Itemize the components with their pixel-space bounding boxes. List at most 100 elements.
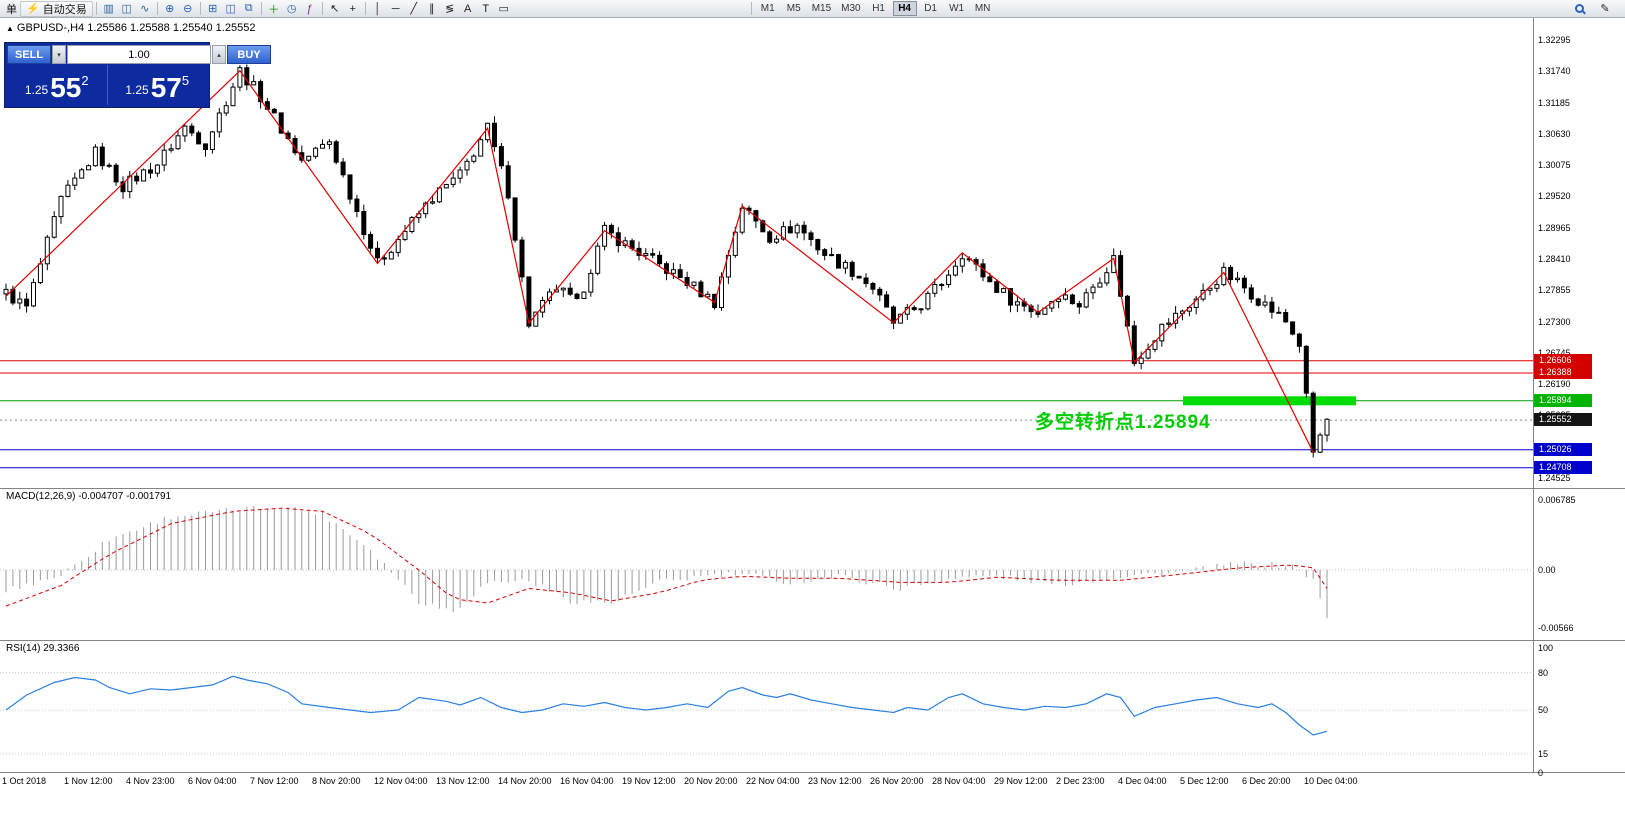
rsi-axis-tick: 80 bbox=[1538, 668, 1549, 678]
price-level-label: 1.26606 bbox=[1534, 354, 1592, 367]
bid-prefix: 1.25 bbox=[24, 83, 49, 97]
time-axis-label: 10 Dec 04:00 bbox=[1304, 776, 1358, 786]
time-axis-label: 2 Dec 23:00 bbox=[1056, 776, 1105, 786]
cascade-windows-icon[interactable]: ⧉ bbox=[244, 2, 253, 14]
time-axis-label: 6 Nov 04:00 bbox=[188, 776, 237, 786]
turning-point-annotation: 多空转折点1.25894 bbox=[1035, 412, 1211, 433]
timeframe-M30[interactable]: M30 bbox=[841, 3, 861, 14]
grid-icon[interactable]: ⊞ bbox=[208, 3, 218, 15]
time-axis-label: 28 Nov 04:00 bbox=[932, 776, 986, 786]
bid-pipette: 2 bbox=[81, 73, 89, 88]
text-icon[interactable]: A bbox=[464, 2, 472, 15]
search-icon[interactable] bbox=[1570, 1, 1588, 17]
time-axis-label: 14 Nov 20:00 bbox=[498, 776, 552, 786]
indicators-icon[interactable]: ƒ bbox=[306, 2, 313, 15]
macd-axis-tick: -0.00566 bbox=[1538, 623, 1574, 633]
symbol-ohlc-header: ▲ GBPUSD-,H4 1.25586 1.25588 1.25540 1.25… bbox=[6, 22, 255, 34]
timeframe-M5[interactable]: M5 bbox=[786, 3, 801, 14]
fibonacci-icon[interactable]: ≶ bbox=[445, 3, 455, 15]
macd-axis-tick: 0.006785 bbox=[1538, 495, 1576, 505]
price-axis-tick: 1.31185 bbox=[1538, 98, 1570, 108]
symbol-icon: ▲ bbox=[6, 24, 14, 33]
price-axis-tick: 1.29520 bbox=[1538, 191, 1571, 201]
time-axis-label: 4 Dec 04:00 bbox=[1118, 776, 1167, 786]
price-level-label: 1.25552 bbox=[1534, 413, 1592, 426]
time-axis-label: 5 Dec 12:00 bbox=[1180, 776, 1229, 786]
one-click-trade-panel: SELL ▾ ▴ BUY 1.25 55 2 1.25 57 5 bbox=[4, 42, 271, 108]
time-axis-label: 26 Nov 20:00 bbox=[870, 776, 924, 786]
crosshair-icon[interactable]: + bbox=[349, 2, 356, 15]
price-divider bbox=[106, 65, 108, 105]
channel-icon[interactable]: ∥ bbox=[428, 3, 435, 15]
time-axis-label: 6 Dec 20:00 bbox=[1242, 776, 1291, 786]
time-axis-label: 12 Nov 04:00 bbox=[374, 776, 428, 786]
shapes-icon[interactable]: ▭ bbox=[498, 3, 509, 15]
time-axis-label: 8 Nov 20:00 bbox=[312, 776, 361, 786]
time-axis-label: 22 Nov 04:00 bbox=[746, 776, 800, 786]
price-axis-tick: 1.26190 bbox=[1538, 379, 1571, 389]
time-axis-label: 29 Nov 12:00 bbox=[994, 776, 1048, 786]
cursor-icon[interactable]: ↖ bbox=[330, 3, 340, 15]
price-axis-tick: 1.30075 bbox=[1538, 160, 1571, 170]
symbol-ohlc-text: GBPUSD-,H4 1.25586 1.25588 1.25540 1.255… bbox=[16, 22, 256, 34]
autotrading-button[interactable]: ⚡ 自动交易 bbox=[20, 0, 93, 17]
rsi-axis-tick: 50 bbox=[1538, 705, 1549, 715]
zoom-in-icon[interactable]: ⊕ bbox=[165, 3, 175, 15]
timeframe-MN[interactable]: MN bbox=[974, 3, 991, 14]
new-chart-icon[interactable]: ＋ bbox=[268, 3, 280, 16]
hline-icon[interactable]: ─ bbox=[391, 2, 400, 15]
timeframe-W1[interactable]: W1 bbox=[949, 3, 965, 14]
bid-pips: 55 bbox=[50, 72, 82, 103]
ask-pipette: 5 bbox=[181, 73, 190, 88]
price-axis-tick: 1.28410 bbox=[1538, 254, 1571, 264]
time-axis-label: 16 Nov 04:00 bbox=[560, 776, 614, 786]
time-axis-label: 23 Nov 12:00 bbox=[808, 776, 862, 786]
price-level-label: 1.25894 bbox=[1534, 394, 1592, 407]
time-axis-label: 20 Nov 20:00 bbox=[684, 776, 738, 786]
timeframe-H1[interactable]: H1 bbox=[872, 3, 885, 14]
timeframe-M1[interactable]: M1 bbox=[760, 3, 775, 14]
ask-pips: 57 bbox=[150, 72, 182, 103]
price-axis-tick: 1.32295 bbox=[1538, 35, 1571, 45]
price-level-label: 1.24708 bbox=[1534, 461, 1592, 474]
toolbar-icons: ▥ ◫ ∿ ⊕ ⊖ ⊞ ◫ ⧉ ＋ ◷ ƒ ↖ + │ ─ ╱ ∥ ≶ A T ▭ bbox=[93, 1, 513, 17]
zoom-out-icon[interactable]: ⊖ bbox=[183, 3, 193, 15]
trendline-icon[interactable]: ╱ bbox=[410, 3, 418, 15]
time-axis-label: 1 Oct 2018 bbox=[2, 776, 47, 786]
timeframe-D1[interactable]: D1 bbox=[924, 3, 937, 14]
candlestick-icon[interactable]: ◫ bbox=[121, 3, 132, 15]
timeframe-M15[interactable]: M15 bbox=[811, 3, 832, 14]
price-axis-tick: 1.31740 bbox=[1538, 66, 1571, 76]
time-axis-label: 4 Nov 23:00 bbox=[126, 776, 175, 786]
time-axis-label: 19 Nov 12:00 bbox=[622, 776, 676, 786]
lightning-icon: ⚡ bbox=[26, 3, 40, 15]
time-axis-label: 1 Nov 12:00 bbox=[64, 776, 113, 786]
volume-input[interactable] bbox=[67, 45, 211, 64]
price-level-label: 1.26388 bbox=[1534, 366, 1592, 379]
ask-price[interactable]: 1.25 57 5 bbox=[108, 65, 208, 105]
tile-windows-icon[interactable]: ◫ bbox=[225, 3, 236, 15]
time-axis-label: 13 Nov 12:00 bbox=[436, 776, 490, 786]
line-chart-icon[interactable]: ∿ bbox=[140, 3, 150, 15]
rsi-axis-tick: 0 bbox=[1538, 768, 1544, 778]
timeframe-H4[interactable]: H4 bbox=[892, 1, 917, 16]
rsi-axis-tick: 15 bbox=[1538, 749, 1549, 759]
buy-button[interactable]: BUY bbox=[227, 45, 271, 64]
volume-up-spinner[interactable]: ▴ bbox=[212, 45, 226, 64]
toolbar: 单 ⚡ 自动交易 ▥ ◫ ∿ ⊕ ⊖ ⊞ ◫ ⧉ ＋ ◷ ƒ ↖ + │ ─ ╱ ∥ ≶ A T ▭ M1 M5 M15 M3… bbox=[0, 0, 1625, 18]
clock-icon[interactable]: ◷ bbox=[286, 3, 297, 15]
sell-button[interactable]: SELL bbox=[7, 45, 51, 64]
price-level-label: 1.25026 bbox=[1534, 443, 1592, 456]
bar-chart-icon[interactable]: ▥ bbox=[103, 3, 114, 15]
autotrading-label: 自动交易 bbox=[42, 3, 87, 16]
bid-price[interactable]: 1.25 55 2 bbox=[7, 65, 107, 105]
edit-icon[interactable]: ✎ bbox=[1600, 3, 1610, 15]
price-axis-tick: 1.24525 bbox=[1538, 473, 1571, 483]
ask-prefix: 1.25 bbox=[125, 83, 149, 97]
text-label-icon[interactable]: T bbox=[482, 2, 490, 15]
volume-down-spinner[interactable]: ▾ bbox=[52, 45, 66, 64]
timeframe-buttons: M1 M5 M15 M30 H1 H4 D1 W1 MN bbox=[748, 1, 996, 16]
menu-order-label[interactable]: 单 bbox=[6, 3, 17, 16]
vline-icon[interactable]: │ bbox=[374, 2, 382, 15]
